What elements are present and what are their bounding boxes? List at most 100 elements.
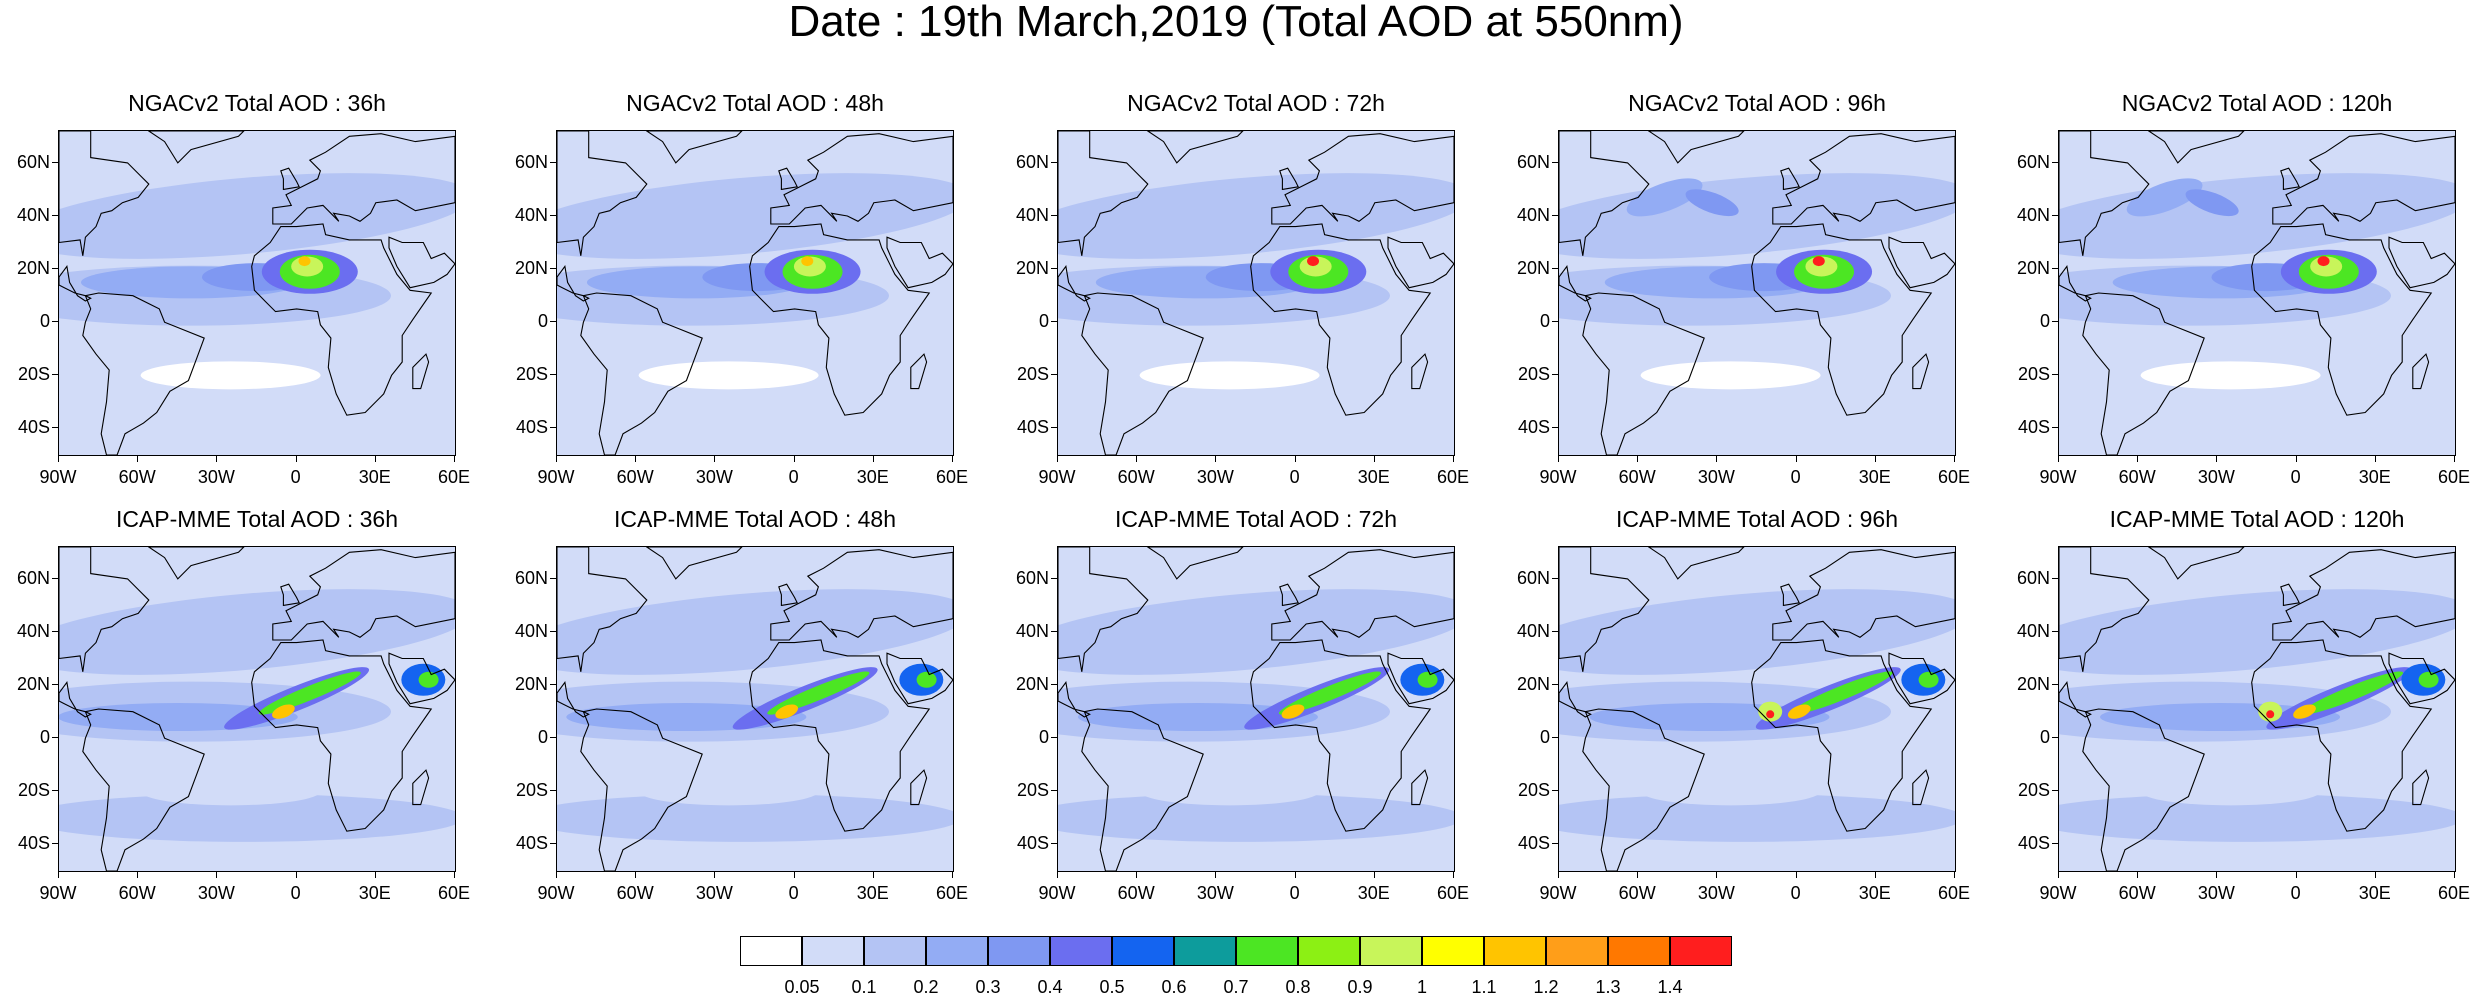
lon-tick-label: 60E xyxy=(935,883,969,903)
lon-tick-label: 0 xyxy=(290,467,301,487)
lat-tick-label: 40S xyxy=(2017,417,2050,438)
lon-tick-label: 30E xyxy=(358,467,391,487)
lon-tick xyxy=(2216,872,2218,878)
lon-tick-label: 60W xyxy=(118,467,156,487)
aod-west-africa-peak xyxy=(2266,710,2275,719)
lon-tick-label: 60W xyxy=(1117,883,1155,903)
aod-band-north xyxy=(557,589,953,675)
lon-tick xyxy=(1373,872,1375,878)
coast-africa xyxy=(2251,223,2433,416)
panel-title: NGACv2 Total AOD : 36h xyxy=(128,90,386,116)
coast-britain xyxy=(778,583,799,607)
coast-britain xyxy=(1780,167,1801,191)
lat-tick-label: 20N xyxy=(16,674,50,695)
lat-tick-label: 40N xyxy=(1516,620,1550,641)
lat-tick xyxy=(550,214,556,216)
lat-tick xyxy=(2052,427,2058,429)
lat-tick xyxy=(1051,577,1057,579)
coast-greenland xyxy=(2147,131,2245,164)
lat-tick xyxy=(2052,161,2058,163)
lon-tick xyxy=(1954,872,1955,878)
colorbar-label: 0.9 xyxy=(1347,977,1373,997)
lon-tick-label: 90W xyxy=(2039,467,2077,487)
map-frame xyxy=(1558,130,1956,456)
lat-tick-label: 0 xyxy=(1539,727,1550,748)
lon-tick-label: 90W xyxy=(1539,467,1577,487)
lat-tick xyxy=(1552,321,1558,323)
lat-tick xyxy=(550,843,556,845)
coast-africa xyxy=(749,639,931,832)
lat-tick-label: 20S xyxy=(1016,780,1049,801)
panel-title: NGACv2 Total AOD : 120h xyxy=(2121,90,2393,116)
lon-tick xyxy=(374,456,376,462)
lat-tick xyxy=(2052,684,2058,686)
map-frame xyxy=(58,130,456,456)
coast-north-america xyxy=(557,131,648,256)
lon-tick xyxy=(1057,456,1058,462)
aod-saharan-peak xyxy=(801,256,814,267)
lon-tick-label: 60E xyxy=(935,467,969,487)
aod-map xyxy=(1559,547,1955,871)
lon-tick xyxy=(295,872,297,878)
coast-africa xyxy=(1250,639,1432,832)
lon-tick xyxy=(556,872,557,878)
aod-band-north xyxy=(557,173,953,259)
map-frame xyxy=(556,546,954,872)
coast-europe xyxy=(272,133,455,225)
lat-tick-label: 40S xyxy=(1016,417,1049,438)
coast-greenland xyxy=(645,547,743,580)
lat-tick xyxy=(52,737,58,739)
lon-tick-label: 60W xyxy=(1618,883,1656,903)
lon-tick-label: 90W xyxy=(39,883,77,903)
lat-tick xyxy=(550,268,556,270)
coast-greenland xyxy=(147,547,245,580)
lon-tick xyxy=(635,872,637,878)
aod-map xyxy=(557,131,953,455)
aod-swirl-north-atlantic xyxy=(1626,178,1703,217)
coast-europe xyxy=(770,133,953,225)
lat-tick xyxy=(2052,577,2058,579)
coast-europe xyxy=(1772,133,1955,225)
coast-central-america xyxy=(1058,265,1091,302)
coast-africa xyxy=(251,223,433,416)
lat-tick-label: 40N xyxy=(514,620,548,641)
lon-tick xyxy=(374,872,376,878)
lon-tick xyxy=(1215,872,1217,878)
lat-tick-label: 20N xyxy=(1015,674,1049,695)
map-frame xyxy=(58,546,456,872)
lon-tick-label: 30E xyxy=(2358,467,2391,487)
lon-tick xyxy=(1057,872,1058,878)
coast-africa xyxy=(251,639,433,832)
lat-tick-label: 60N xyxy=(16,151,50,172)
lat-tick xyxy=(550,161,556,163)
lat-tick xyxy=(1552,427,1558,429)
aod-clean-south-atlantic xyxy=(2140,777,2321,806)
lon-tick xyxy=(1294,456,1296,462)
lat-tick xyxy=(1051,268,1057,270)
lon-tick xyxy=(454,456,455,462)
lat-tick-label: 0 xyxy=(2039,311,2050,332)
lon-tick-label: 60E xyxy=(437,467,471,487)
coast-britain xyxy=(1279,583,1300,607)
aod-swirl-ring xyxy=(1685,189,1739,217)
coast-central-america xyxy=(59,265,92,302)
lat-tick xyxy=(1552,737,1558,739)
lat-tick-label: 20N xyxy=(2016,258,2050,279)
lat-tick xyxy=(2052,374,2058,376)
aod-diagonal-core xyxy=(2300,671,2404,715)
lon-tick xyxy=(1294,872,1296,878)
lon-tick xyxy=(1716,456,1718,462)
lat-tick-label: 20N xyxy=(514,258,548,279)
coast-central-america xyxy=(2059,265,2092,302)
lat-tick-label: 0 xyxy=(1539,311,1550,332)
coast-central-america xyxy=(59,681,92,718)
lon-tick-label: 30E xyxy=(1357,883,1390,903)
aod-band-north xyxy=(59,173,455,259)
aod-clean-south-atlantic xyxy=(1139,361,1320,390)
coast-south-america xyxy=(1582,708,1705,871)
lat-tick xyxy=(1051,161,1057,163)
lon-tick-label: 30W xyxy=(1196,467,1234,487)
aod-diagonal-core xyxy=(1278,671,1381,715)
aod-diagonal-high xyxy=(1787,704,1811,719)
lat-tick-label: 20S xyxy=(515,780,548,801)
